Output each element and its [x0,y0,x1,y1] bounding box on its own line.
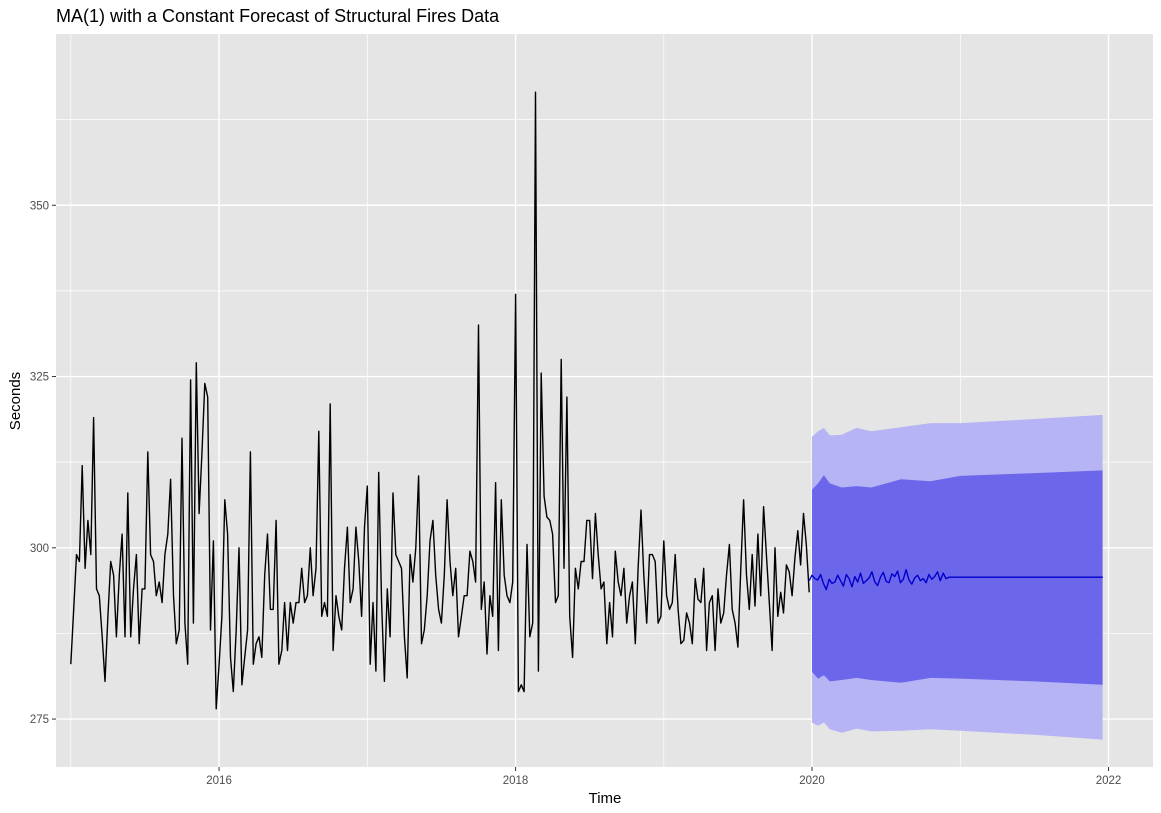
y-axis-title: Seconds [7,372,24,430]
major-gridlines [56,34,1153,767]
x-tick-label: 2016 [206,775,232,787]
observed-series-line [70,91,810,710]
forecast-point-line [808,569,1103,591]
x-tick-label: 2020 [799,775,825,787]
x-tick-label: 2022 [1096,775,1122,787]
x-axis-title: Time [589,790,622,807]
x-tick-label: 2018 [503,775,529,787]
minor-gridlines [56,34,1153,767]
y-tick-label: 350 [30,200,49,212]
chart-title: MA(1) with a Constant Forecast of Struct… [56,6,500,26]
y-tick-label: 325 [30,372,49,384]
series-lines [70,91,1103,710]
y-tick-label: 300 [30,543,49,555]
x-axis-ticks: 2016 2018 2020 2022 [206,767,1121,787]
y-tick-label: 275 [30,714,49,726]
y-axis-ticks: 275 300 325 350 [30,200,56,726]
